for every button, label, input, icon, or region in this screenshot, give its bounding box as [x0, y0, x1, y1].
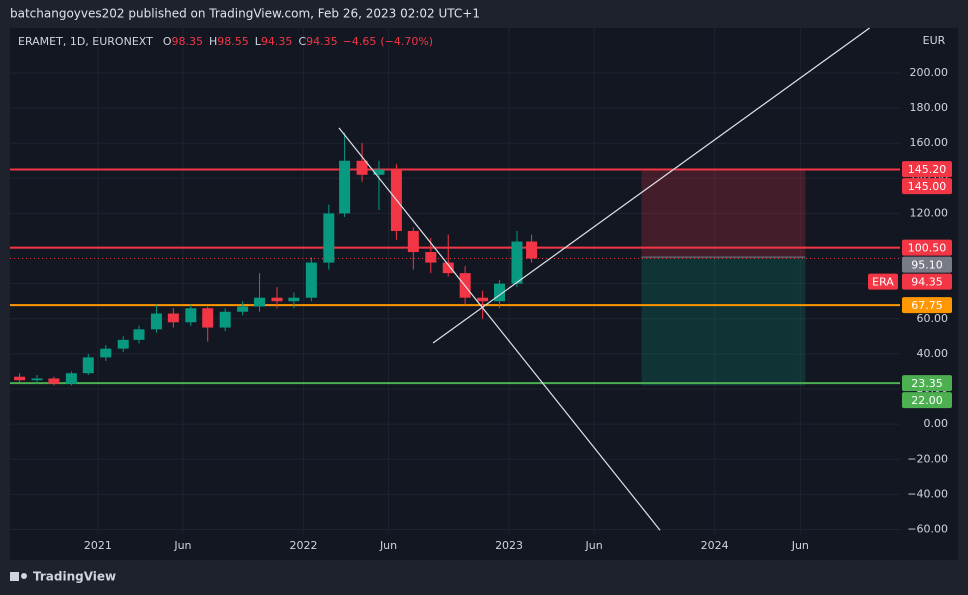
- price-label: 95.10: [911, 259, 943, 272]
- candle-body: [82, 357, 94, 374]
- legend-symbol: ERAMET, 1D, EURONEXT: [18, 35, 153, 48]
- legend: ERAMET, 1D, EURONEXT O98.35 H98.55 L94.35 C9…: [18, 35, 433, 48]
- candle-body: [167, 313, 179, 323]
- candle-body: [305, 262, 317, 298]
- candle-body: [237, 306, 249, 312]
- candle-body: [288, 297, 300, 302]
- candle-body: [31, 378, 43, 381]
- x-tick-label: 2021: [84, 539, 112, 552]
- stop-zone: [641, 169, 806, 258]
- candle-body: [202, 308, 214, 328]
- candle-body: [373, 169, 385, 175]
- footer-brand: TradingView: [33, 570, 116, 584]
- legend-value: 98.35: [172, 35, 204, 48]
- candle-body: [511, 241, 523, 284]
- currency: EUR: [923, 34, 946, 47]
- price-label: 145.20: [908, 163, 947, 176]
- price-label-box: [902, 178, 952, 195]
- legend-value: 98.55: [217, 35, 249, 48]
- candle-body: [356, 160, 368, 175]
- trend-line: [432, 27, 870, 344]
- y-tick-label: 200.00: [910, 66, 949, 79]
- header-text: batchangoyves202 published on TradingVie…: [10, 7, 480, 21]
- candle-body: [271, 297, 283, 302]
- x-tick-label: 2024: [701, 539, 729, 552]
- legend-key: C: [298, 35, 306, 48]
- y-tick-label: 120.00: [910, 206, 949, 219]
- y-tick-label: −60.00: [907, 522, 948, 535]
- candle-body: [100, 348, 112, 358]
- price-label-box: [902, 297, 952, 314]
- candle-body: [48, 378, 60, 384]
- x-tick-label: Jun: [379, 539, 397, 552]
- candle-body: [150, 313, 162, 330]
- legend-key: O: [163, 35, 172, 48]
- legend-value: 94.35: [306, 35, 338, 48]
- legend-key: H: [209, 35, 217, 48]
- y-tick-label: −40.00: [907, 487, 948, 500]
- price-label: 67.75: [911, 299, 943, 312]
- target-zone: [641, 257, 806, 386]
- candle-body: [339, 160, 351, 214]
- plot: −60.00−40.00−20.000.0020.0040.0060.0080.…: [10, 27, 952, 552]
- tv-logo: [10, 572, 27, 581]
- price-label: 94.35: [911, 276, 943, 289]
- symbol-tag: ERA: [872, 276, 894, 289]
- candle-body: [14, 376, 26, 381]
- candle-body: [425, 252, 437, 263]
- x-tick-label: Jun: [585, 539, 603, 552]
- symbol-tag-box: [868, 273, 898, 290]
- price-label-box: [902, 239, 952, 256]
- price-label-box: [902, 273, 952, 290]
- candle-body: [185, 308, 197, 323]
- candle-body: [477, 297, 489, 302]
- legend-change: −4.65: [343, 35, 377, 48]
- legend-change-pct: (−4.70%): [380, 35, 433, 48]
- y-tick-label: 180.00: [910, 101, 949, 114]
- candle-body: [133, 329, 145, 340]
- y-tick-label: 60.00: [917, 312, 949, 325]
- price-label: 23.35: [911, 377, 943, 390]
- x-tick-label: Jun: [791, 539, 809, 552]
- candle-body: [219, 311, 231, 328]
- price-label-box: [902, 375, 952, 392]
- time-axis: [10, 533, 958, 560]
- trend-line: [338, 127, 661, 531]
- candle-body: [65, 373, 77, 384]
- x-tick-label: 2023: [495, 539, 523, 552]
- candle-body: [254, 297, 266, 307]
- y-tick-label: −20.00: [907, 452, 948, 465]
- candle-body: [117, 339, 129, 349]
- price-label-box: [902, 256, 952, 273]
- legend-value: 94.35: [261, 35, 293, 48]
- x-tick-label: Jun: [173, 539, 191, 552]
- price-label-box: [902, 161, 952, 178]
- legend-key: L: [255, 35, 262, 48]
- candle-body: [323, 213, 335, 263]
- candle-body: [407, 230, 419, 253]
- candle-body: [526, 241, 538, 259]
- price-label: 145.00: [908, 180, 947, 193]
- price-label: 22.00: [911, 394, 943, 407]
- legend-text: ERAMET, 1D, EURONEXT O98.35 H98.55 L94.35 C9…: [18, 35, 433, 48]
- price-label-box: [902, 392, 952, 409]
- candle-body: [442, 262, 454, 274]
- x-tick-label: 2022: [289, 539, 317, 552]
- plot-area: [10, 28, 900, 533]
- price-label: 100.50: [908, 242, 947, 255]
- y-tick-label: 160.00: [910, 136, 949, 149]
- y-tick-label: 0.00: [924, 417, 949, 430]
- candle-body: [494, 283, 505, 302]
- y-tick-label: 40.00: [917, 347, 949, 360]
